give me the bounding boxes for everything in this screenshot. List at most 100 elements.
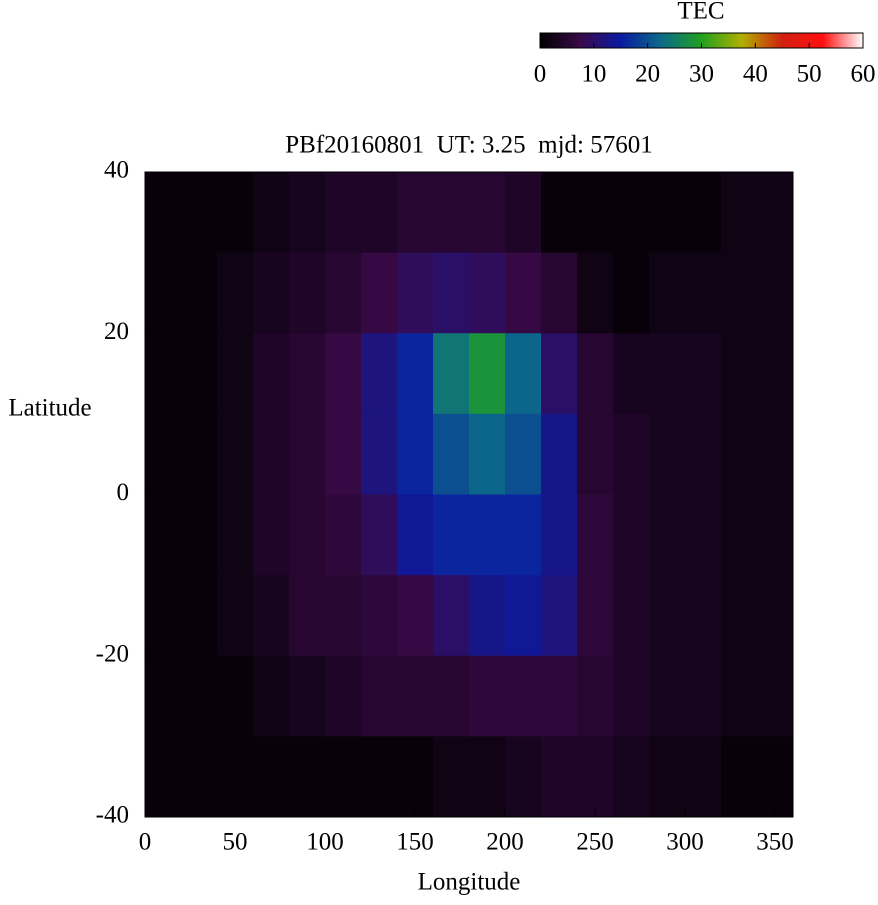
heatmap-cell bbox=[217, 575, 254, 657]
heatmap-cell bbox=[433, 655, 470, 737]
heatmap-cell bbox=[649, 413, 686, 495]
heatmap-cell bbox=[397, 252, 434, 334]
heatmap-cell bbox=[325, 736, 362, 818]
x-tick-label: 200 bbox=[486, 829, 524, 856]
heatmap-cell bbox=[685, 575, 722, 657]
heatmap-cell bbox=[721, 413, 758, 495]
heatmap-cell bbox=[433, 736, 470, 818]
x-tick-label: 300 bbox=[666, 829, 704, 856]
x-tick-label: 0 bbox=[139, 829, 152, 856]
heatmap-cell bbox=[541, 252, 578, 334]
heatmap-cell bbox=[289, 494, 326, 576]
heatmap-cell bbox=[181, 655, 218, 737]
heatmap-cell bbox=[217, 252, 254, 334]
y-tick-label: -20 bbox=[96, 640, 129, 667]
heatmap-cell bbox=[397, 736, 434, 818]
y-tick-label: 20 bbox=[104, 318, 129, 345]
heatmap-cell bbox=[289, 333, 326, 415]
heatmap-cell bbox=[325, 413, 362, 495]
heatmap-cell bbox=[181, 172, 218, 254]
heatmap-cell bbox=[397, 494, 434, 576]
heatmap-cell bbox=[505, 655, 542, 737]
heatmap-cell bbox=[685, 252, 722, 334]
heatmap-cell bbox=[613, 333, 650, 415]
heatmap-cell bbox=[325, 172, 362, 254]
heatmap-cell bbox=[721, 655, 758, 737]
heatmap-cell bbox=[253, 252, 290, 334]
heatmap-cell bbox=[469, 333, 506, 415]
heatmap-cell bbox=[145, 252, 182, 334]
heatmap-cell bbox=[469, 655, 506, 737]
heatmap-cell bbox=[433, 172, 470, 254]
heatmap-cell bbox=[181, 333, 218, 415]
heatmap-cell bbox=[505, 172, 542, 254]
heatmap-cell bbox=[145, 655, 182, 737]
heatmap-cell bbox=[757, 333, 794, 415]
x-axis-label: Longitude bbox=[418, 869, 521, 896]
heatmap-cell bbox=[685, 494, 722, 576]
heatmap-cell bbox=[145, 494, 182, 576]
heatmap-cell bbox=[577, 736, 614, 818]
heatmap-cell bbox=[505, 575, 542, 657]
heatmap-cell bbox=[145, 736, 182, 818]
heatmap-cell bbox=[253, 736, 290, 818]
heatmap-cell bbox=[361, 413, 398, 495]
heatmap-cell bbox=[649, 736, 686, 818]
heatmap-cell bbox=[721, 575, 758, 657]
heatmap-cell bbox=[721, 333, 758, 415]
heatmap-cell bbox=[577, 172, 614, 254]
heatmap-cell bbox=[289, 252, 326, 334]
heatmap-cell bbox=[469, 494, 506, 576]
heatmap-cell bbox=[361, 252, 398, 334]
heatmap-cell bbox=[757, 736, 794, 818]
heatmap-cell bbox=[577, 655, 614, 737]
heatmap-cell bbox=[757, 494, 794, 576]
x-tick-label: 100 bbox=[306, 829, 344, 856]
heatmap-cell bbox=[145, 413, 182, 495]
heatmap-cell bbox=[685, 333, 722, 415]
colorbar-tick-label: 30 bbox=[689, 61, 714, 88]
heatmap-cell bbox=[613, 413, 650, 495]
heatmap-cell bbox=[253, 494, 290, 576]
heatmap-cell bbox=[613, 252, 650, 334]
heatmap-cell bbox=[577, 413, 614, 495]
heatmap-cell bbox=[577, 575, 614, 657]
heatmap-cell bbox=[505, 333, 542, 415]
heatmap-cell bbox=[469, 575, 506, 657]
heatmap-cell bbox=[181, 252, 218, 334]
heatmap-cell bbox=[577, 494, 614, 576]
heatmap-cell bbox=[757, 413, 794, 495]
heatmap-cell bbox=[217, 494, 254, 576]
colorbar-tick-label: 10 bbox=[581, 61, 606, 88]
y-tick-label: 0 bbox=[117, 479, 130, 506]
colorbar-label: TEC bbox=[677, 0, 724, 25]
heatmap-cell bbox=[505, 252, 542, 334]
heatmap-cell bbox=[289, 413, 326, 495]
heatmap-cell bbox=[253, 333, 290, 415]
heatmap-cell bbox=[397, 413, 434, 495]
heatmap-cell bbox=[145, 172, 182, 254]
heatmap-cell bbox=[649, 494, 686, 576]
heatmap-cell bbox=[433, 252, 470, 334]
heatmap-cell bbox=[613, 736, 650, 818]
heatmap-cell bbox=[541, 494, 578, 576]
x-tick-label: 150 bbox=[396, 829, 434, 856]
heatmap-cell bbox=[361, 494, 398, 576]
heatmap-cell bbox=[217, 333, 254, 415]
heatmap-cell bbox=[757, 575, 794, 657]
heatmap-cell bbox=[649, 172, 686, 254]
heatmap-cell bbox=[361, 333, 398, 415]
heatmap-cell bbox=[649, 655, 686, 737]
heatmap-cell bbox=[181, 413, 218, 495]
heatmap-cell bbox=[217, 655, 254, 737]
heatmap-cell bbox=[325, 252, 362, 334]
x-tick-label: 50 bbox=[223, 829, 248, 856]
heatmap-cell bbox=[469, 736, 506, 818]
heatmap-cell bbox=[289, 172, 326, 254]
heatmap-cell bbox=[469, 252, 506, 334]
colorbar-tick-label: 60 bbox=[851, 61, 876, 88]
heatmap-cell bbox=[757, 252, 794, 334]
heatmap-cell bbox=[361, 655, 398, 737]
heatmap-cell bbox=[325, 333, 362, 415]
heatmap-cell bbox=[253, 575, 290, 657]
